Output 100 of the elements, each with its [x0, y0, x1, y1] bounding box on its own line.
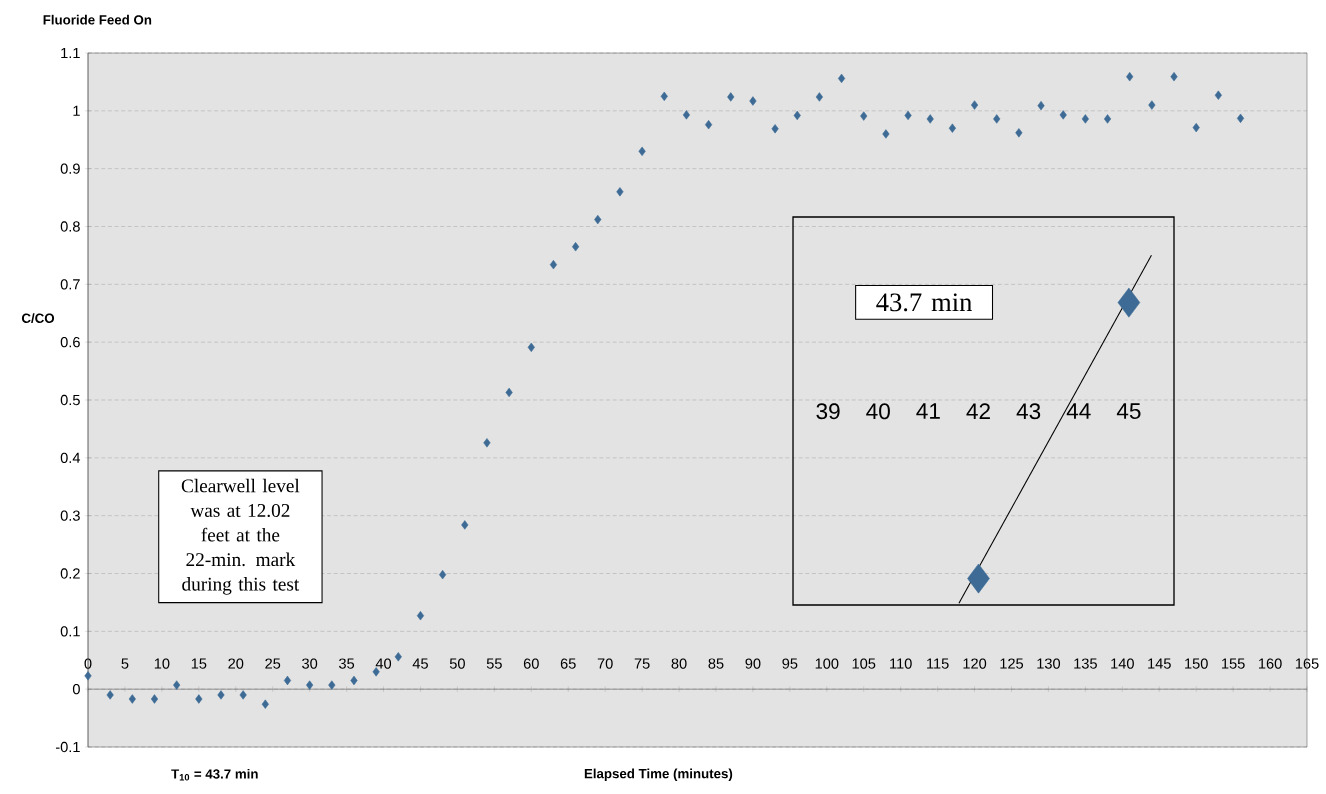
- x-tick-label: 20: [228, 658, 244, 669]
- point: [1081, 114, 1089, 124]
- point: [1148, 100, 1156, 110]
- point: [1236, 113, 1245, 124]
- point: [993, 114, 1001, 124]
- x-tick-label: 60: [523, 658, 539, 669]
- point: [173, 680, 181, 690]
- point: [1192, 122, 1200, 133]
- x-tick-label: 145: [1148, 658, 1171, 669]
- x-tick-label: 45: [1116, 403, 1141, 420]
- point: [217, 690, 225, 700]
- point: [572, 242, 580, 252]
- point: [1059, 110, 1067, 120]
- x-tick-label: 40: [375, 658, 392, 669]
- x-tick-label: 155: [1222, 658, 1245, 669]
- point: [616, 187, 624, 197]
- x-tick-label: 160: [1258, 658, 1282, 669]
- point: [1214, 90, 1222, 100]
- y-tick-label: 0: [72, 684, 80, 695]
- x-tick-label: 115: [927, 658, 949, 669]
- point: [705, 120, 713, 130]
- point: [306, 680, 314, 690]
- annotation: 43.7 min: [876, 293, 972, 312]
- y-axis-title: C/CO: [21, 313, 55, 324]
- point: [882, 129, 890, 139]
- x-tick-label: 41: [916, 403, 940, 419]
- point: [1037, 100, 1045, 111]
- point: [283, 675, 292, 686]
- point: [394, 652, 402, 662]
- x-tick-label: 80: [671, 658, 687, 669]
- point: [815, 92, 823, 102]
- x-tick-label: 45: [412, 658, 428, 669]
- x-tick-label: 65: [560, 658, 576, 669]
- point: [1103, 114, 1112, 124]
- point: [239, 690, 247, 700]
- point: [350, 675, 358, 686]
- point: [771, 124, 779, 134]
- point: [793, 110, 801, 121]
- point: [749, 96, 757, 106]
- point: [328, 680, 336, 690]
- x-tick-label: 135: [1074, 658, 1097, 669]
- y-tick-label: 1.1: [61, 47, 80, 59]
- x-axis-title: Elapsed Time (minutes): [584, 768, 733, 781]
- x-tick-label: 75: [634, 658, 650, 669]
- point: [682, 110, 690, 120]
- point: [594, 214, 602, 225]
- point: [84, 671, 92, 681]
- point: [439, 570, 447, 580]
- point: [416, 611, 425, 621]
- chart-title: Fluoride Feed On: [43, 14, 152, 25]
- point: [261, 699, 269, 709]
- point: [638, 146, 646, 156]
- x-tick-label: 110: [890, 658, 912, 669]
- x-tick-label: 105: [852, 658, 876, 669]
- y-tick-label: 1: [73, 105, 80, 116]
- point: [549, 260, 557, 270]
- x-tick-label: 85: [708, 658, 724, 669]
- point: [128, 694, 136, 704]
- x-tick-label: 44: [1066, 403, 1091, 419]
- y-tick-label: 0.1: [60, 626, 80, 637]
- point: [106, 690, 114, 700]
- y-tick-label: 0.3: [60, 510, 80, 521]
- y-tick-label: 0.6: [60, 337, 80, 348]
- annotation: Clearwell level was at 12.02 feet at the 22-min. mark during this test: [181, 478, 300, 595]
- x-tick-label: 35: [339, 658, 355, 669]
- point: [971, 100, 979, 110]
- x-tick-label: 43: [1016, 403, 1041, 420]
- y-tick-label: 0.9: [60, 163, 80, 174]
- y-tick-label: 0.2: [60, 568, 80, 579]
- point: [727, 92, 735, 102]
- point: [1170, 72, 1178, 82]
- point: [948, 123, 956, 133]
- x-tick-label: 42: [966, 403, 990, 420]
- x-tick-label: 150: [1185, 658, 1208, 669]
- x-tick-label: 165: [1295, 658, 1319, 669]
- y-tick-label: 0.4: [60, 452, 81, 464]
- x-tick-label: 90: [745, 658, 761, 669]
- y-tick-label: 0.8: [60, 221, 80, 232]
- x-tick-label: 15: [191, 658, 207, 669]
- point: [1015, 128, 1023, 138]
- x-tick-label: 30: [302, 658, 318, 669]
- point: [926, 114, 934, 124]
- x-tick-label: 70: [597, 658, 613, 669]
- x-tick-label: 5: [121, 658, 129, 669]
- x-tick-label: 130: [1037, 658, 1061, 669]
- point: [483, 438, 491, 448]
- point: [904, 110, 912, 121]
- y-tick-label: -0.1: [55, 741, 80, 753]
- point: [1126, 72, 1134, 82]
- x-tick-label: 39: [816, 403, 840, 420]
- point: [860, 111, 868, 121]
- x-tick-label: 0: [84, 658, 92, 669]
- text: T$_{10}$ = 43.7 min: [171, 768, 258, 781]
- x-tick-label: 125: [1000, 658, 1024, 669]
- x-tick-label: 40: [866, 403, 890, 420]
- point: [527, 342, 535, 353]
- x-tick-label: 10: [154, 658, 170, 669]
- y-tick-label: 0.7: [60, 279, 80, 290]
- y-tick-label: 0.5: [60, 394, 80, 406]
- x-tick-label: 120: [963, 658, 987, 669]
